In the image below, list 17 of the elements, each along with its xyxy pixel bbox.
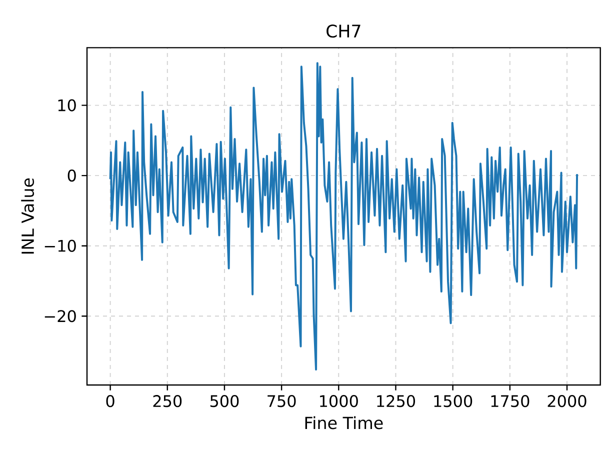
x-tick-label: 0 (106, 395, 114, 408)
x-axis-title: Fine Time (305, 416, 383, 430)
line-series (109, 62, 578, 371)
y-tick-label: −20 (44, 310, 76, 322)
x-tick-label: 1250 (377, 395, 416, 408)
x-tick-label: 2000 (548, 395, 586, 408)
y-tick-label: 10 (58, 99, 76, 112)
x-tick-label: 1500 (434, 395, 472, 408)
y-tick-label: −10 (44, 240, 76, 252)
x-tick-label: 500 (210, 395, 239, 408)
y-tick-label: 0 (68, 170, 76, 182)
x-tick-label: 250 (153, 395, 182, 408)
y-axis-title: INL Value (21, 178, 34, 254)
x-tick-label: 750 (268, 395, 296, 408)
x-tick-label: 1750 (491, 395, 530, 408)
chart-title: CH7 (326, 24, 360, 38)
x-tick-label: 1000 (320, 395, 358, 408)
